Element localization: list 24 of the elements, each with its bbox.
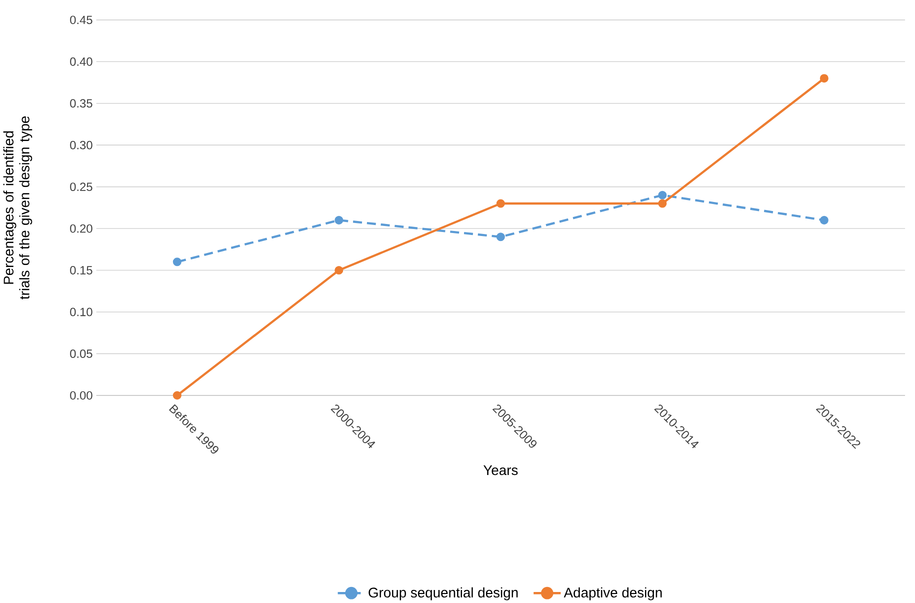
point [172,391,182,400]
point [658,199,667,208]
y-tick-label: 0.35 [70,99,92,108]
point [334,266,344,275]
point [496,232,505,242]
point [820,74,828,83]
point [496,199,505,208]
y-tick-label: 0.20 [70,224,92,233]
x-axis-title: Years [483,465,518,476]
point [334,216,344,225]
point [172,258,182,266]
point [820,216,828,225]
y-tick-label: 0.40 [70,58,92,66]
y-tick-label: 0.15 [70,266,92,275]
y-tick-label: 0.05 [70,350,92,358]
y-tick-label: 0.30 [70,140,92,150]
y-axis-title: Percentages of identified trials of the given design type [3,116,32,300]
legend-label: Group sequential design [368,587,518,600]
point [658,190,667,200]
y-tick-label: 0.00 [70,391,92,400]
y-tick-label: 0.25 [70,182,92,192]
y-tick-label: 0.10 [70,308,92,316]
legend-label: Adaptive design [564,587,662,600]
y-tick-label: 0.45 [70,16,92,24]
